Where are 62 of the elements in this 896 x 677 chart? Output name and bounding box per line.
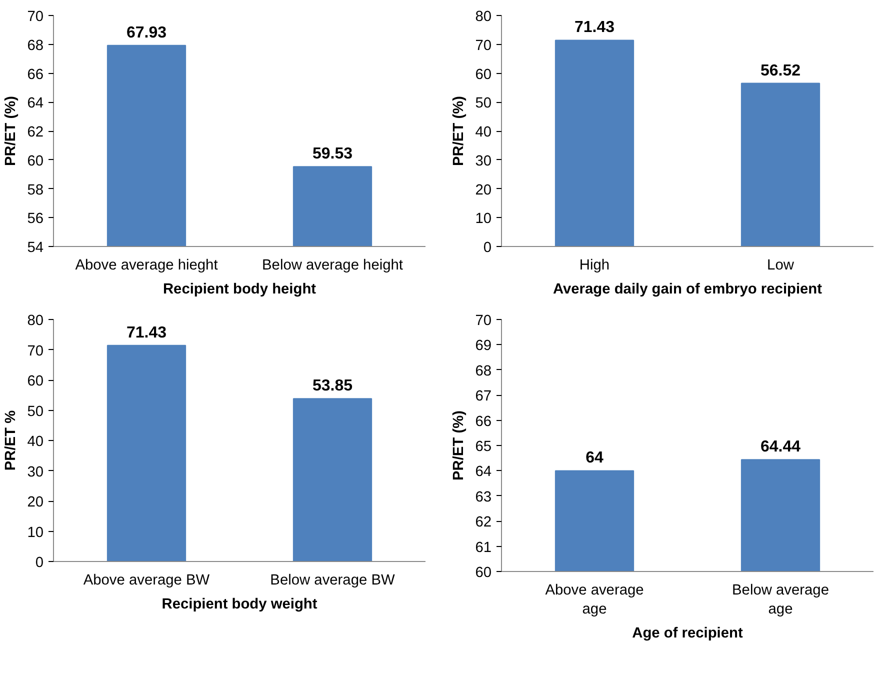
x-tick-label: Low: [767, 258, 794, 274]
y-tick-label: 10: [475, 211, 492, 228]
y-tick-label: 70: [27, 9, 44, 25]
data-label: 64.44: [760, 438, 801, 456]
x-tick-label: Below average height: [262, 258, 403, 274]
data-label: 71.43: [126, 324, 167, 342]
y-tick-label: 10: [27, 524, 44, 541]
x-axis-title: Average daily gain of embryo recipient: [552, 282, 822, 298]
data-label: 56.52: [760, 62, 801, 80]
y-tick-label: 0: [483, 240, 492, 256]
y-tick-label: 60: [27, 374, 44, 390]
y-tick-label: 65: [475, 439, 492, 455]
y-axis-title: PR/ET (%): [3, 96, 20, 166]
data-label: 71.43: [574, 19, 615, 36]
y-tick-label: 68: [27, 38, 44, 54]
y-tick-label: 63: [475, 489, 492, 506]
x-axis-title: Recipient body weight: [162, 596, 318, 612]
y-tick-label: 60: [27, 153, 44, 170]
y-tick-label: 40: [475, 124, 492, 140]
y-axis-title: PR/ET %: [3, 410, 20, 471]
y-tick-label: 69: [475, 338, 492, 354]
x-tick-label: Below average BW: [270, 572, 395, 588]
y-tick-label: 68: [475, 363, 492, 380]
y-tick-label: 64: [475, 464, 492, 480]
x-tick-label: Above average hieght: [75, 258, 218, 274]
x-tick-label: Above average age: [545, 582, 644, 618]
y-tick-label: 30: [475, 153, 492, 170]
y-tick-label: 40: [27, 434, 44, 450]
y-tick-label: 58: [27, 182, 44, 198]
x-axis-title: Recipient body height: [162, 282, 316, 298]
data-label: 59.53: [312, 146, 353, 163]
y-tick-label: 70: [475, 313, 492, 329]
y-tick-label: 61: [475, 540, 492, 556]
y-tick-label: 60: [475, 565, 492, 581]
y-tick-label: 80: [27, 313, 44, 329]
y-tick-label: 30: [27, 464, 44, 480]
data-label: 67.93: [126, 24, 167, 42]
y-tick-label: 70: [27, 343, 44, 360]
y-tick-label: 60: [475, 66, 492, 83]
y-tick-label: 0: [35, 555, 44, 571]
y-tick-label: 62: [475, 514, 492, 531]
x-tick-label: Below average age: [732, 582, 829, 618]
y-axis-title: PR/ET (%): [451, 96, 468, 166]
y-tick-label: 56: [27, 211, 44, 228]
y-tick-label: 50: [27, 404, 44, 420]
y-tick-label: 20: [475, 182, 492, 198]
y-tick-label: 66: [27, 66, 44, 83]
y-tick-label: 20: [27, 494, 44, 510]
y-tick-label: 50: [475, 96, 492, 112]
y-tick-label: 80: [475, 9, 492, 25]
y-tick-label: 64: [27, 96, 44, 112]
y-axis-title: PR/ET (%): [451, 410, 468, 481]
y-tick-label: 70: [475, 38, 492, 54]
y-tick-label: 67: [475, 388, 492, 405]
x-tick-label: Above average BW: [83, 572, 210, 588]
data-label: 64: [586, 450, 604, 467]
data-label: 53.85: [312, 378, 353, 395]
y-tick-label: 62: [27, 124, 44, 140]
y-tick-label: 66: [475, 414, 492, 430]
y-tick-label: 54: [27, 240, 44, 256]
x-axis-title: Age of recipient: [632, 626, 743, 642]
x-tick-label: High: [579, 258, 610, 274]
